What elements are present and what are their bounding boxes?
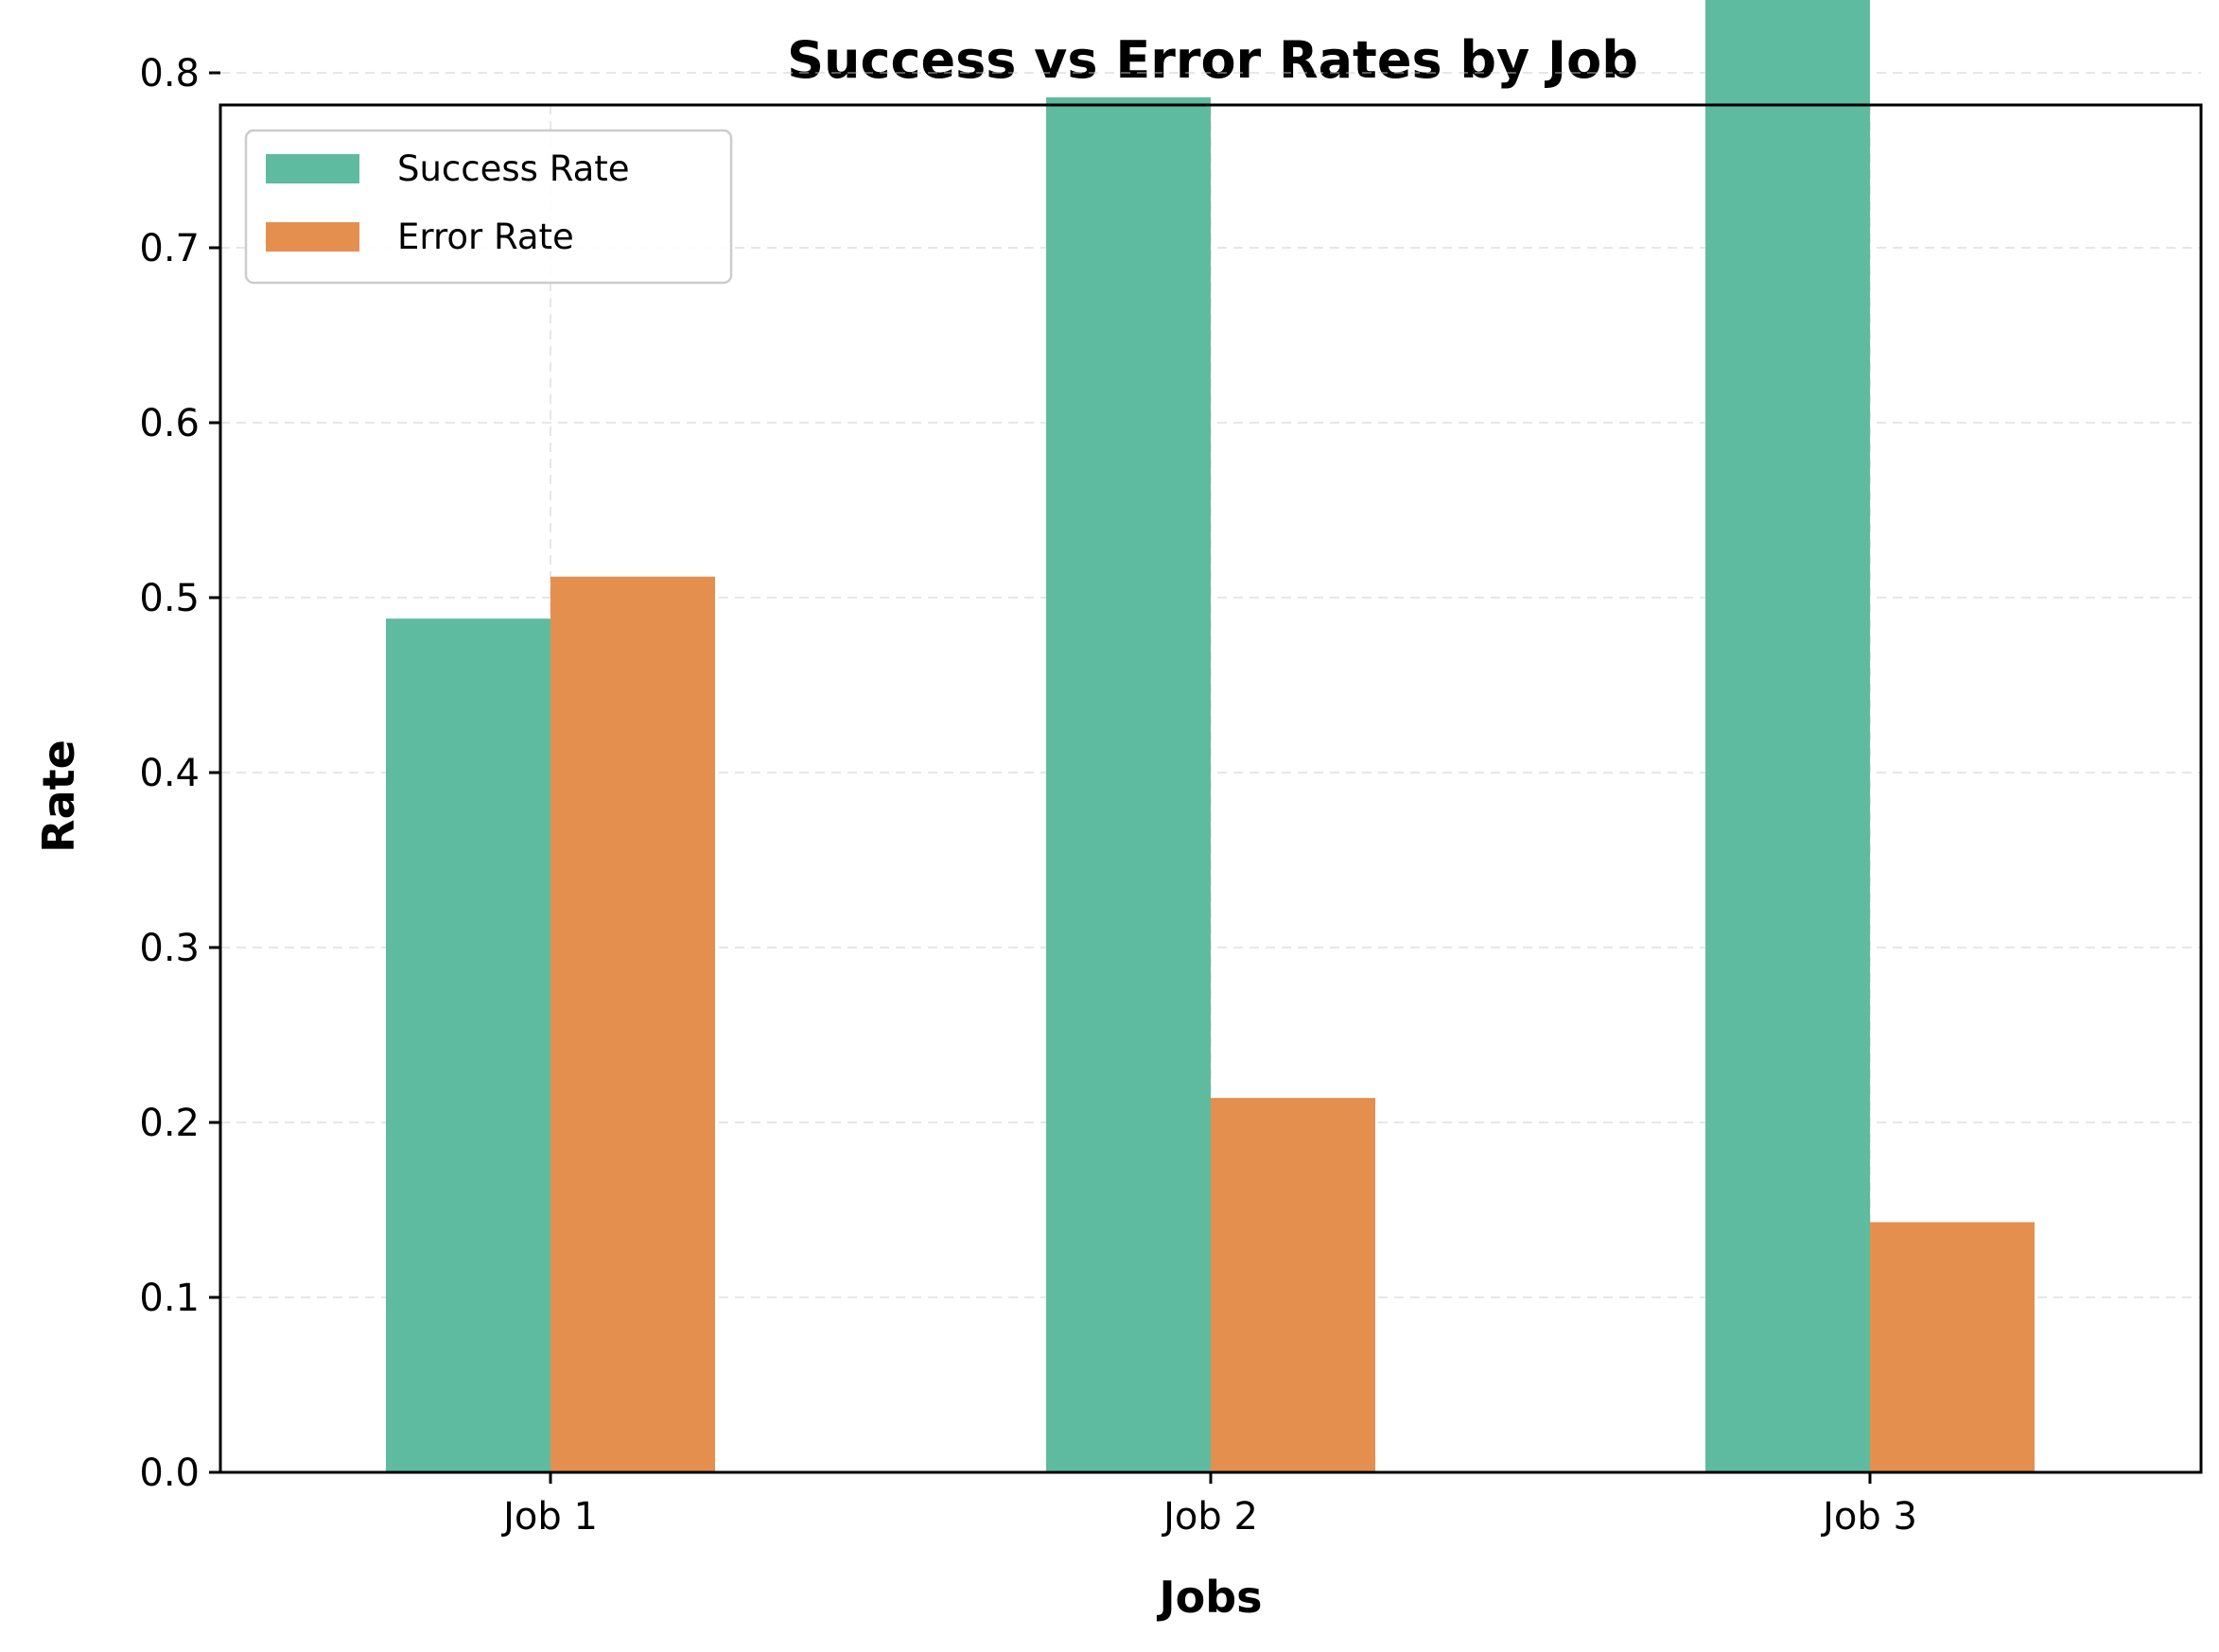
legend: Success Rate Error Rate <box>244 129 733 285</box>
y-tick-label: 0.0 <box>139 1452 200 1495</box>
legend-frame <box>244 129 733 285</box>
legend-swatch <box>266 222 359 252</box>
y-tick-label: 0.2 <box>139 1102 200 1145</box>
chart-title: Success vs Error Rates by Job <box>787 30 1638 90</box>
success-rate-bar <box>1705 0 1870 1472</box>
y-axis-label: Rate <box>33 739 84 853</box>
y-tick-label: 0.8 <box>139 52 200 96</box>
legend-swatch <box>266 154 359 183</box>
y-tick-label: 0.7 <box>139 227 200 270</box>
error-rate-bar <box>1211 1098 1375 1472</box>
x-tick-label: Job 2 <box>1161 1495 1258 1539</box>
legend-label: Error Rate <box>397 217 574 257</box>
success-rate-bar <box>1046 96 1211 1472</box>
error-rate-bar <box>550 576 715 1472</box>
x-axis-label: Jobs <box>1156 1572 1262 1623</box>
y-tick-label: 0.5 <box>139 577 200 620</box>
error-rate-bar <box>1870 1222 2035 1472</box>
success-rate-bar <box>386 618 550 1472</box>
x-tick-label: Job 3 <box>1820 1495 1917 1539</box>
y-tick-label: 0.1 <box>139 1277 200 1320</box>
legend-label: Success Rate <box>397 148 630 189</box>
y-axis-ticks: 0.0 0.1 0.2 0.3 0.4 0.5 0.6 0.7 0.8 <box>139 52 220 1495</box>
y-tick-label: 0.4 <box>139 752 200 795</box>
x-tick-label: Job 1 <box>500 1495 598 1539</box>
y-tick-label: 0.3 <box>139 927 200 970</box>
y-tick-label: 0.6 <box>139 402 200 445</box>
bars-layer <box>386 0 2035 1472</box>
x-axis-ticks: Job 1 Job 2 Job 3 <box>500 1472 1917 1539</box>
